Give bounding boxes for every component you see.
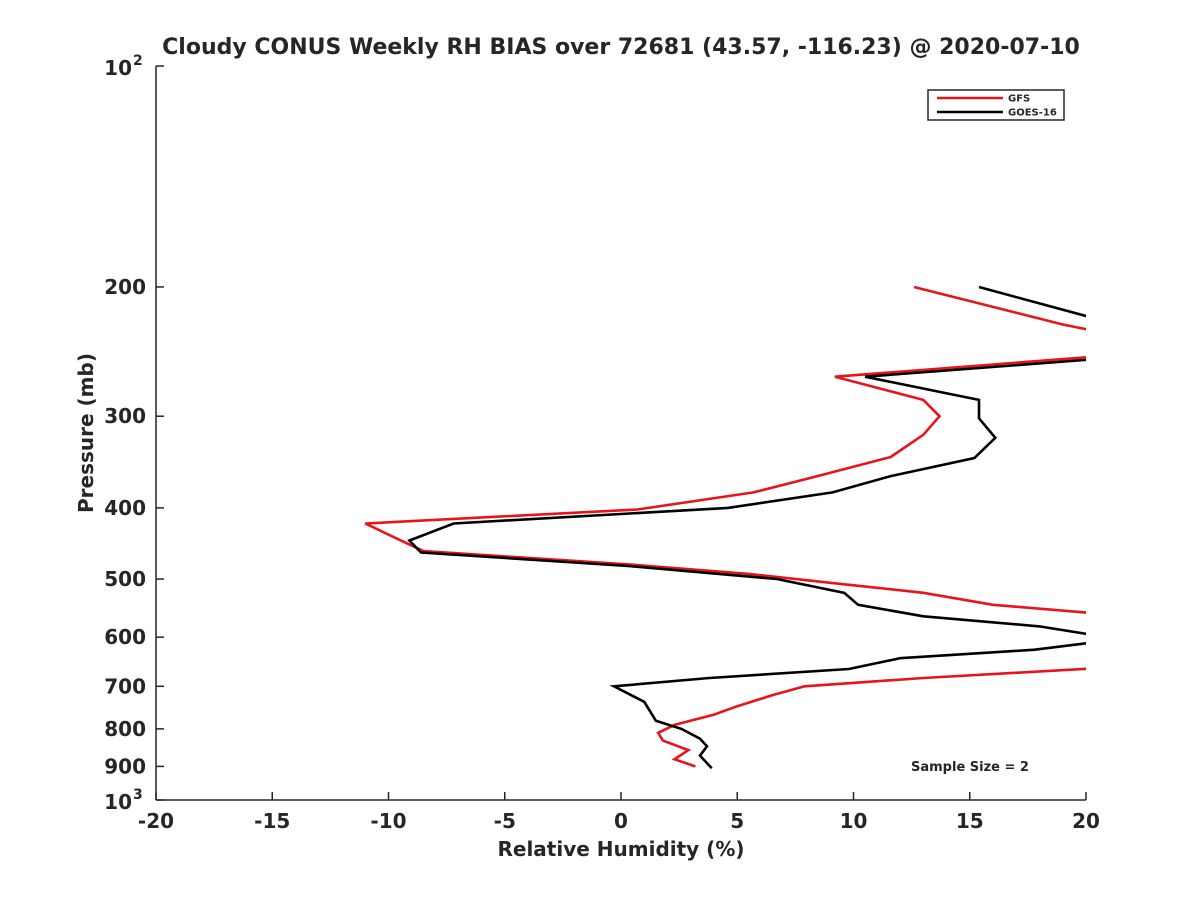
legend-label-goes16: GOES-16 <box>1008 108 1057 119</box>
x-axis-label: Relative Humidity (%) <box>497 837 744 861</box>
y-tick-label: 400 <box>104 496 146 520</box>
x-tick-label: -10 <box>370 809 406 833</box>
sample-size-annotation: Sample Size = 2 <box>911 760 1029 775</box>
y-tick-label: 200 <box>104 275 146 299</box>
x-tick-label: 0 <box>614 809 628 833</box>
x-tick-label: -5 <box>494 809 516 833</box>
legend: GFS GOES-16 <box>927 89 1065 121</box>
series-line-goes-16 <box>407 285 1086 770</box>
y-tick-exponent: 2 <box>133 53 143 69</box>
x-tick-label: 15 <box>956 809 984 833</box>
y-tick-base: 10 <box>104 56 132 80</box>
x-tick-label: 10 <box>840 809 868 833</box>
x-tick-label: -15 <box>254 809 290 833</box>
y-tick-label: 500 <box>104 567 146 591</box>
y-tick-label-power: 10 2 <box>104 53 143 80</box>
y-tick-base: 10 <box>104 790 132 814</box>
y-tick-label: 900 <box>104 754 146 778</box>
x-tick-label: -20 <box>138 809 174 833</box>
y-tick-label: 700 <box>104 674 146 698</box>
x-axis-ticks: -20 -15 -10 -5 0 5 10 15 20 <box>138 792 1100 833</box>
chart-title: Cloudy CONUS Weekly RH BIAS over 72681 (… <box>162 35 1080 60</box>
series-line-gfs <box>364 285 1086 768</box>
x-tick-label: 5 <box>730 809 744 833</box>
y-tick-exponent: 3 <box>133 787 143 803</box>
y-tick-label: 800 <box>104 717 146 741</box>
x-tick-label: 20 <box>1072 809 1100 833</box>
legend-label-gfs: GFS <box>1008 94 1030 105</box>
y-axis-label: Pressure (mb) <box>74 353 98 513</box>
y-tick-label: 300 <box>104 404 146 428</box>
series-layer <box>364 285 1086 770</box>
y-tick-label: 600 <box>104 625 146 649</box>
legend-box <box>927 89 1065 121</box>
y-tick-label-power: 10 3 <box>104 787 143 814</box>
